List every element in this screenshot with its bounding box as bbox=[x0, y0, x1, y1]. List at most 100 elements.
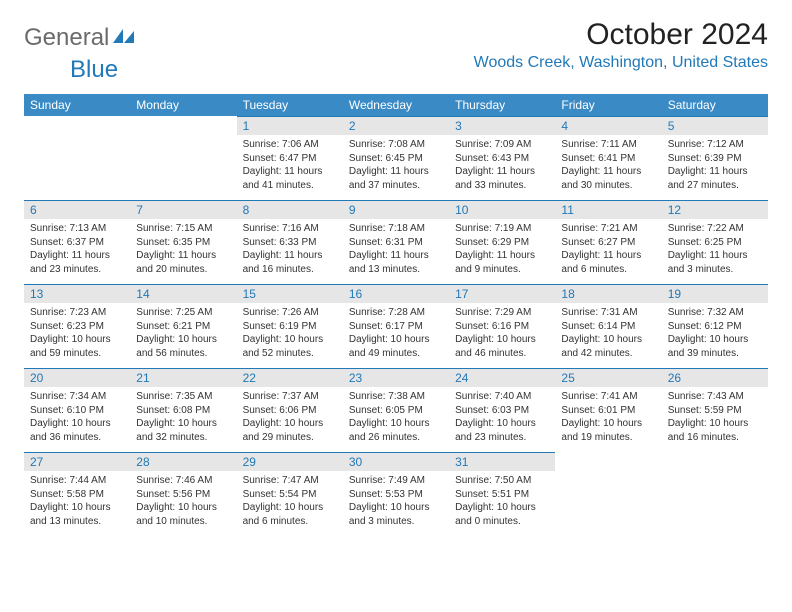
day-cell: 15Sunrise: 7:26 AMSunset: 6:19 PMDayligh… bbox=[237, 284, 343, 368]
daylight-line: Daylight: 10 hours and 52 minutes. bbox=[243, 333, 337, 360]
day-number: 12 bbox=[662, 200, 768, 219]
calendar-body: 0 0 1Sunrise: 7:06 AMSunset: 6:47 PMDayl… bbox=[24, 116, 768, 536]
day-cell: 14Sunrise: 7:25 AMSunset: 6:21 PMDayligh… bbox=[130, 284, 236, 368]
day-details: Sunrise: 7:21 AMSunset: 6:27 PMDaylight:… bbox=[555, 219, 661, 282]
day-number: 22 bbox=[237, 368, 343, 387]
sunset-line: Sunset: 6:25 PM bbox=[668, 236, 762, 250]
logo-general: General bbox=[24, 24, 109, 52]
day-number: 17 bbox=[449, 284, 555, 303]
daylight-line: Daylight: 11 hours and 27 minutes. bbox=[668, 165, 762, 192]
day-number: 16 bbox=[343, 284, 449, 303]
day-details: Sunrise: 7:40 AMSunset: 6:03 PMDaylight:… bbox=[449, 387, 555, 450]
day-number: 3 bbox=[449, 116, 555, 135]
daylight-line: Daylight: 11 hours and 9 minutes. bbox=[455, 249, 549, 276]
dow-monday: Monday bbox=[130, 94, 236, 116]
day-details: Sunrise: 7:09 AMSunset: 6:43 PMDaylight:… bbox=[449, 135, 555, 198]
day-details: Sunrise: 7:47 AMSunset: 5:54 PMDaylight:… bbox=[237, 471, 343, 534]
day-number: 19 bbox=[662, 284, 768, 303]
day-details: Sunrise: 7:15 AMSunset: 6:35 PMDaylight:… bbox=[130, 219, 236, 282]
day-cell: 24Sunrise: 7:40 AMSunset: 6:03 PMDayligh… bbox=[449, 368, 555, 452]
day-details: Sunrise: 7:44 AMSunset: 5:58 PMDaylight:… bbox=[24, 471, 130, 534]
day-number: 28 bbox=[130, 452, 236, 471]
sunset-line: Sunset: 6:47 PM bbox=[243, 152, 337, 166]
day-cell: 6Sunrise: 7:13 AMSunset: 6:37 PMDaylight… bbox=[24, 200, 130, 284]
calendar-row: 20Sunrise: 7:34 AMSunset: 6:10 PMDayligh… bbox=[24, 368, 768, 452]
sunrise-line: Sunrise: 7:38 AM bbox=[349, 390, 443, 404]
sunset-line: Sunset: 6:06 PM bbox=[243, 404, 337, 418]
sunrise-line: Sunrise: 7:18 AM bbox=[349, 222, 443, 236]
day-cell: 5Sunrise: 7:12 AMSunset: 6:39 PMDaylight… bbox=[662, 116, 768, 200]
empty-cell: 0 bbox=[24, 116, 130, 200]
sunrise-line: Sunrise: 7:08 AM bbox=[349, 138, 443, 152]
dow-wednesday: Wednesday bbox=[343, 94, 449, 116]
day-details: Sunrise: 7:46 AMSunset: 5:56 PMDaylight:… bbox=[130, 471, 236, 534]
daylight-line: Daylight: 11 hours and 33 minutes. bbox=[455, 165, 549, 192]
sunrise-line: Sunrise: 7:32 AM bbox=[668, 306, 762, 320]
sunset-line: Sunset: 5:58 PM bbox=[30, 488, 124, 502]
dow-friday: Friday bbox=[555, 94, 661, 116]
sunset-line: Sunset: 6:17 PM bbox=[349, 320, 443, 334]
sunset-line: Sunset: 6:39 PM bbox=[668, 152, 762, 166]
daylight-line: Daylight: 10 hours and 46 minutes. bbox=[455, 333, 549, 360]
day-number: 27 bbox=[24, 452, 130, 471]
sunrise-line: Sunrise: 7:19 AM bbox=[455, 222, 549, 236]
empty-cell: 0 bbox=[130, 116, 236, 200]
sunset-line: Sunset: 6:35 PM bbox=[136, 236, 230, 250]
day-cell: 17Sunrise: 7:29 AMSunset: 6:16 PMDayligh… bbox=[449, 284, 555, 368]
day-details: Sunrise: 7:13 AMSunset: 6:37 PMDaylight:… bbox=[24, 219, 130, 282]
sunrise-line: Sunrise: 7:06 AM bbox=[243, 138, 337, 152]
day-details: Sunrise: 7:28 AMSunset: 6:17 PMDaylight:… bbox=[343, 303, 449, 366]
sunset-line: Sunset: 6:29 PM bbox=[455, 236, 549, 250]
day-cell: 3Sunrise: 7:09 AMSunset: 6:43 PMDaylight… bbox=[449, 116, 555, 200]
day-cell: 7Sunrise: 7:15 AMSunset: 6:35 PMDaylight… bbox=[130, 200, 236, 284]
sunset-line: Sunset: 6:21 PM bbox=[136, 320, 230, 334]
day-cell: 22Sunrise: 7:37 AMSunset: 6:06 PMDayligh… bbox=[237, 368, 343, 452]
calendar-table: Sunday Monday Tuesday Wednesday Thursday… bbox=[24, 94, 768, 536]
sunset-line: Sunset: 6:33 PM bbox=[243, 236, 337, 250]
daylight-line: Daylight: 10 hours and 3 minutes. bbox=[349, 501, 443, 528]
sunrise-line: Sunrise: 7:12 AM bbox=[668, 138, 762, 152]
daylight-line: Daylight: 11 hours and 20 minutes. bbox=[136, 249, 230, 276]
sunset-line: Sunset: 6:08 PM bbox=[136, 404, 230, 418]
day-cell: 23Sunrise: 7:38 AMSunset: 6:05 PMDayligh… bbox=[343, 368, 449, 452]
daylight-line: Daylight: 10 hours and 0 minutes. bbox=[455, 501, 549, 528]
daylight-line: Daylight: 10 hours and 16 minutes. bbox=[668, 417, 762, 444]
daylight-line: Daylight: 10 hours and 26 minutes. bbox=[349, 417, 443, 444]
day-details: Sunrise: 7:41 AMSunset: 6:01 PMDaylight:… bbox=[555, 387, 661, 450]
day-cell: 21Sunrise: 7:35 AMSunset: 6:08 PMDayligh… bbox=[130, 368, 236, 452]
day-cell: 13Sunrise: 7:23 AMSunset: 6:23 PMDayligh… bbox=[24, 284, 130, 368]
day-details: Sunrise: 7:19 AMSunset: 6:29 PMDaylight:… bbox=[449, 219, 555, 282]
daylight-line: Daylight: 11 hours and 37 minutes. bbox=[349, 165, 443, 192]
day-details: Sunrise: 7:49 AMSunset: 5:53 PMDaylight:… bbox=[343, 471, 449, 534]
day-cell: 1Sunrise: 7:06 AMSunset: 6:47 PMDaylight… bbox=[237, 116, 343, 200]
logo: General bbox=[24, 18, 137, 52]
day-number: 23 bbox=[343, 368, 449, 387]
sunset-line: Sunset: 6:03 PM bbox=[455, 404, 549, 418]
sunset-line: Sunset: 5:54 PM bbox=[243, 488, 337, 502]
sunrise-line: Sunrise: 7:40 AM bbox=[455, 390, 549, 404]
sunrise-line: Sunrise: 7:25 AM bbox=[136, 306, 230, 320]
daylight-line: Daylight: 10 hours and 49 minutes. bbox=[349, 333, 443, 360]
sunrise-line: Sunrise: 7:13 AM bbox=[30, 222, 124, 236]
day-number: 8 bbox=[237, 200, 343, 219]
day-details: Sunrise: 7:06 AMSunset: 6:47 PMDaylight:… bbox=[237, 135, 343, 198]
daylight-line: Daylight: 10 hours and 13 minutes. bbox=[30, 501, 124, 528]
daylight-line: Daylight: 11 hours and 13 minutes. bbox=[349, 249, 443, 276]
day-cell: 20Sunrise: 7:34 AMSunset: 6:10 PMDayligh… bbox=[24, 368, 130, 452]
dow-tuesday: Tuesday bbox=[237, 94, 343, 116]
day-cell: 25Sunrise: 7:41 AMSunset: 6:01 PMDayligh… bbox=[555, 368, 661, 452]
daylight-line: Daylight: 10 hours and 10 minutes. bbox=[136, 501, 230, 528]
day-cell: 18Sunrise: 7:31 AMSunset: 6:14 PMDayligh… bbox=[555, 284, 661, 368]
day-cell: 9Sunrise: 7:18 AMSunset: 6:31 PMDaylight… bbox=[343, 200, 449, 284]
daylight-line: Daylight: 10 hours and 39 minutes. bbox=[668, 333, 762, 360]
day-number: 26 bbox=[662, 368, 768, 387]
sunrise-line: Sunrise: 7:31 AM bbox=[561, 306, 655, 320]
sunset-line: Sunset: 5:56 PM bbox=[136, 488, 230, 502]
day-cell: 27Sunrise: 7:44 AMSunset: 5:58 PMDayligh… bbox=[24, 452, 130, 536]
daylight-line: Daylight: 11 hours and 16 minutes. bbox=[243, 249, 337, 276]
daylight-line: Daylight: 10 hours and 59 minutes. bbox=[30, 333, 124, 360]
day-details: Sunrise: 7:31 AMSunset: 6:14 PMDaylight:… bbox=[555, 303, 661, 366]
daylight-line: Daylight: 10 hours and 23 minutes. bbox=[455, 417, 549, 444]
calendar-row: 13Sunrise: 7:23 AMSunset: 6:23 PMDayligh… bbox=[24, 284, 768, 368]
daylight-line: Daylight: 11 hours and 3 minutes. bbox=[668, 249, 762, 276]
